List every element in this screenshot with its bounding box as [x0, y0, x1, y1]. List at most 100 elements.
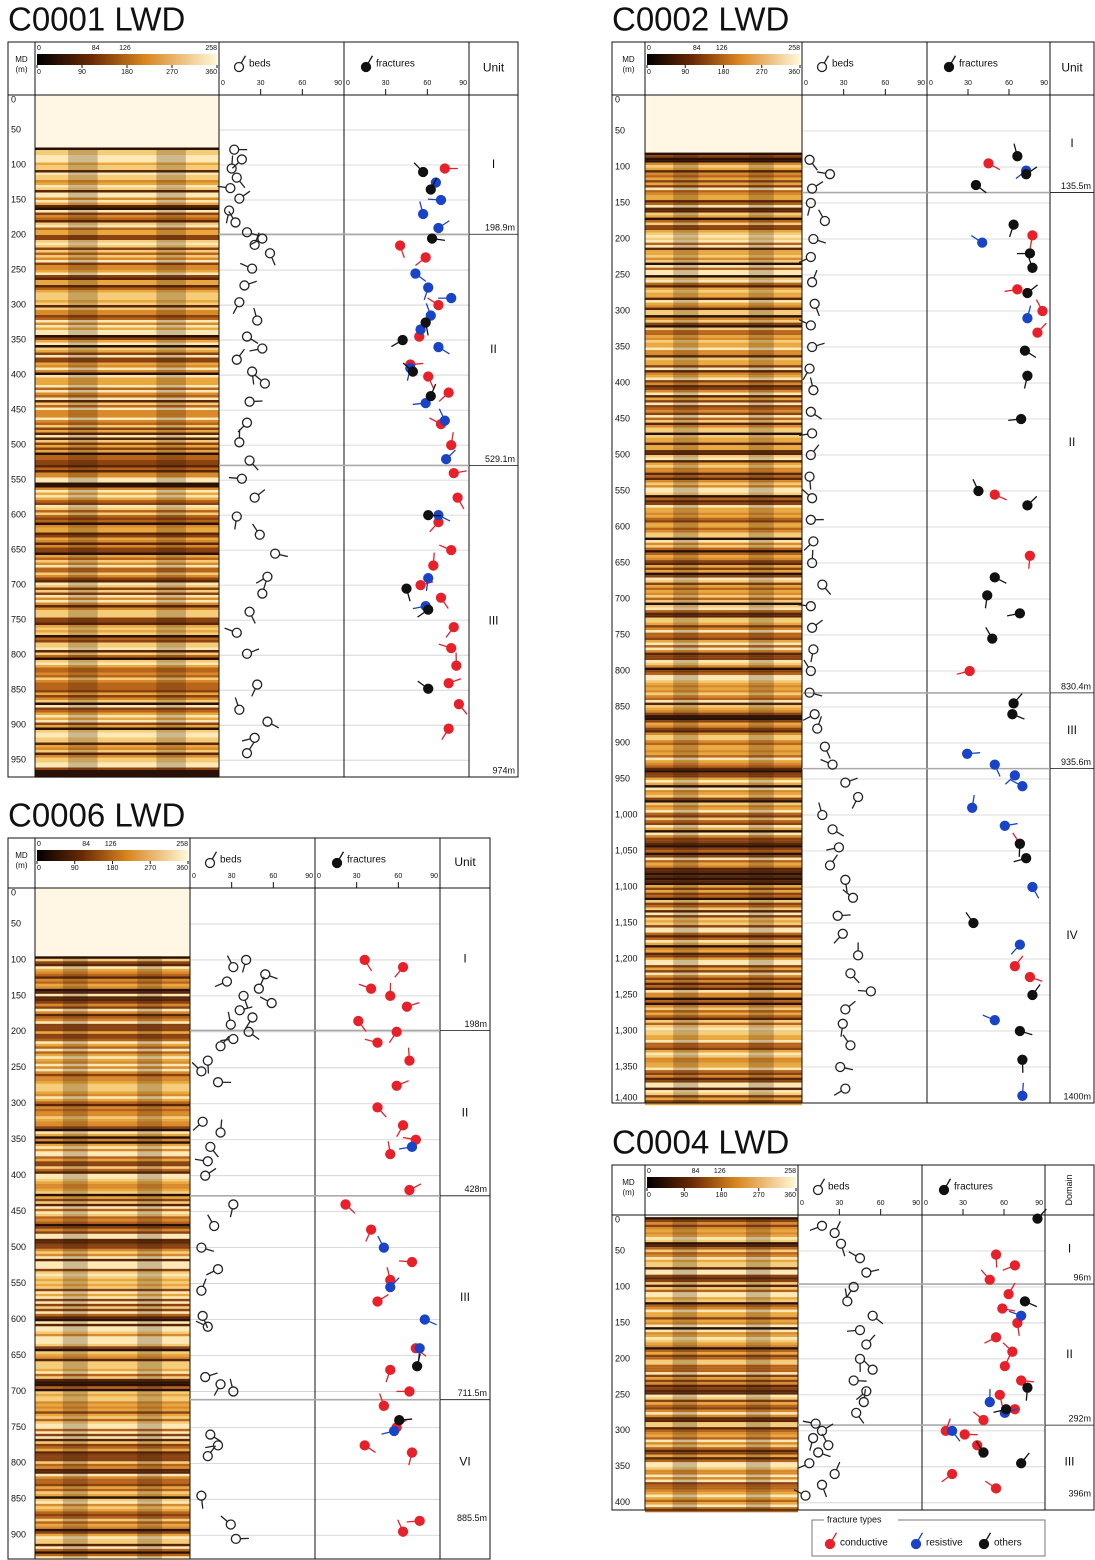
- tadpole-head: [1014, 1025, 1026, 1037]
- tadpole-head: [1021, 853, 1032, 864]
- tadpole-tail: [425, 582, 429, 592]
- tadpole-head: [428, 560, 439, 571]
- tadpole-head: [236, 473, 248, 484]
- image-stripe: [645, 975, 802, 978]
- image-stripe: [35, 272, 219, 276]
- tadpole-head: [851, 1407, 862, 1419]
- image-stripe: [35, 270, 219, 273]
- depth-tick-label: 500: [11, 439, 26, 449]
- depth-tick-label: 50: [615, 125, 625, 135]
- bed-tadpole: [829, 1461, 841, 1480]
- tadpole-head: [854, 1253, 866, 1264]
- image-stripe: [35, 1383, 190, 1387]
- image-stripe: [35, 632, 219, 636]
- tadpole-head: [1016, 1375, 1027, 1386]
- image-stripe: [645, 880, 802, 883]
- fractures-label: fractures: [347, 855, 386, 866]
- image-stripe: [645, 1062, 802, 1066]
- image-stripe: [645, 597, 802, 601]
- tadpole-head: [959, 1429, 970, 1440]
- fracture-tadpole: [1022, 495, 1038, 511]
- image-stripe: [35, 392, 219, 396]
- tadpole-tail: [984, 1338, 993, 1344]
- image-stripe: [35, 247, 219, 251]
- tadpole-tail: [1023, 1452, 1030, 1461]
- image-stripe: [35, 297, 219, 301]
- image-stripe: [645, 340, 802, 343]
- image-stripe: [645, 805, 802, 808]
- image-stripe: [35, 1251, 190, 1254]
- tadpole-head: [340, 1199, 351, 1210]
- image-stripe: [645, 602, 802, 606]
- tadpole-tail: [870, 1269, 880, 1273]
- tadpole-tail: [380, 1110, 387, 1118]
- image-stripe: [645, 155, 802, 158]
- tadpole-head: [451, 660, 462, 671]
- image-stripe: [35, 1491, 190, 1494]
- bed-tadpole: [817, 802, 828, 821]
- dip-tick: 30: [959, 1200, 967, 1207]
- tadpole-head: [262, 716, 273, 727]
- dip-tick: 30: [835, 1200, 843, 1207]
- image-stripe: [35, 1056, 190, 1059]
- image-stripe: [35, 1033, 190, 1037]
- image-stripe: [645, 1322, 798, 1325]
- image-stripe: [645, 842, 802, 846]
- bed-tadpole: [802, 1418, 821, 1429]
- image-stripe: [645, 1002, 802, 1006]
- image-stripe: [35, 1061, 190, 1064]
- fracture-tadpole: [359, 954, 373, 972]
- depth-tick-label: 700: [11, 1386, 26, 1396]
- image-stripe: [645, 315, 802, 318]
- image-stripe: [35, 432, 219, 436]
- image-stripe: [35, 635, 219, 638]
- fracture-tadpole: [412, 397, 431, 409]
- tadpole-tail: [1008, 418, 1017, 422]
- unit-label: II: [490, 342, 497, 356]
- image-stripe: [645, 855, 802, 858]
- tadpole-head: [967, 802, 978, 813]
- image-stripe: [35, 550, 219, 553]
- image-stripe: [35, 1086, 190, 1089]
- image-stripe: [35, 335, 219, 338]
- tadpole-tail: [452, 678, 462, 683]
- image-stripe: [35, 512, 219, 516]
- bed-tadpole: [234, 190, 251, 204]
- image-stripe: [35, 1513, 190, 1517]
- image-stripe: [645, 1287, 798, 1290]
- bed-tadpole: [206, 1264, 224, 1276]
- fracture-tadpole: [410, 268, 427, 282]
- tadpole-tail: [240, 55, 247, 64]
- tadpole-tail: [971, 752, 981, 755]
- image-stripe: [35, 1278, 190, 1282]
- image-stripe: [35, 1113, 190, 1117]
- image-stripe: [645, 850, 802, 853]
- image-stripe: [35, 157, 219, 161]
- image-stripe: [645, 407, 802, 411]
- azimuth-tick: 180: [716, 1192, 728, 1199]
- tadpole-head: [806, 622, 818, 633]
- image-stripe: [35, 1286, 190, 1289]
- image-stripe: [35, 1188, 190, 1192]
- dip-tick: 60: [423, 80, 431, 87]
- image-stripe: [645, 677, 802, 681]
- tadpole-head: [999, 1360, 1010, 1372]
- tadpole-tail: [819, 1178, 826, 1187]
- fracture-tadpole: [990, 1249, 1002, 1268]
- unit-label: IV: [1066, 928, 1077, 942]
- boundary-label: 529.1m: [485, 454, 515, 464]
- fracture-tadpole: [453, 699, 468, 715]
- bed-tadpole: [251, 523, 265, 540]
- bed-tadpole: [793, 1489, 811, 1501]
- tadpole-head: [215, 1379, 226, 1390]
- tadpole-head: [378, 1400, 390, 1411]
- fracture-tadpole: [1021, 166, 1038, 180]
- tadpole-tail: [982, 1014, 991, 1020]
- image-stripe: [35, 1416, 190, 1419]
- image-stripe: [35, 275, 219, 278]
- bed-tadpole: [234, 697, 245, 715]
- bed-tadpole: [239, 280, 257, 291]
- tadpole-head: [228, 961, 239, 973]
- tadpole-head: [252, 315, 263, 326]
